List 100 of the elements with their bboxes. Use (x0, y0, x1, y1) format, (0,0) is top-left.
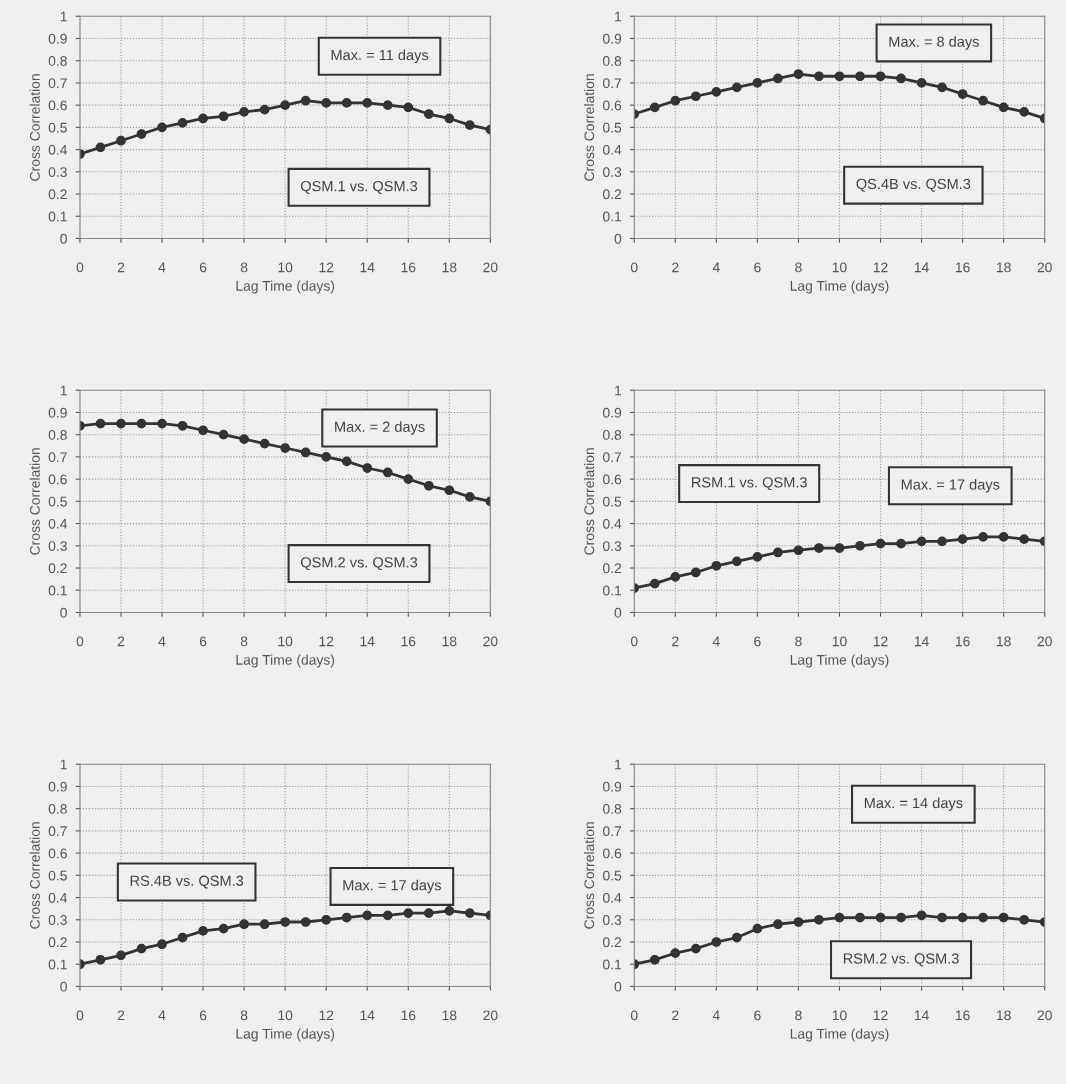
y-tick-label: 0.5 (603, 122, 622, 133)
point (855, 912, 865, 923)
point (259, 438, 270, 449)
x-tick-label: 8 (795, 262, 802, 273)
point (875, 71, 886, 82)
point (690, 567, 701, 578)
x-tick-label: 16 (401, 262, 416, 273)
point (239, 106, 249, 117)
point (341, 456, 352, 467)
point (670, 572, 681, 582)
point (1019, 534, 1030, 544)
y-tick-label: 0 (60, 981, 67, 992)
y-tick-label: 0.8 (48, 430, 67, 440)
x-tick-label: 20 (483, 1010, 498, 1021)
point (218, 923, 229, 934)
point (280, 917, 291, 927)
x-tick-label: 16 (401, 1010, 416, 1021)
y-tick-label: 0.7 (48, 826, 67, 837)
x-tick-label: 8 (240, 262, 248, 273)
point (341, 912, 352, 923)
point (157, 939, 167, 950)
point (732, 82, 742, 93)
point (916, 536, 927, 547)
y-tick-label: 0.6 (48, 100, 67, 111)
x-tick-label: 16 (401, 636, 416, 647)
y-tick-label: 0.4 (603, 892, 622, 903)
y-axis-title: Cross Correlation (29, 822, 40, 929)
y-tick-label: 0.9 (48, 781, 67, 792)
x-tick-label: 20 (1037, 636, 1052, 647)
point (464, 120, 475, 131)
point (752, 78, 763, 88)
x-tick-label: 18 (996, 1010, 1011, 1021)
x-tick-label: 12 (873, 1010, 888, 1021)
y-tick-label: 0.1 (48, 959, 67, 970)
point (198, 113, 208, 124)
x-tick-label: 4 (158, 1010, 166, 1021)
point (321, 914, 332, 925)
point (177, 932, 188, 943)
y-tick-label: 1 (615, 11, 622, 22)
x-tick-label: 12 (873, 262, 888, 273)
y-tick-label: 1 (60, 11, 67, 22)
point (136, 943, 147, 954)
point (690, 91, 701, 102)
x-tick-label: 4 (158, 636, 166, 647)
point (998, 102, 1009, 113)
y-tick-label: 0 (614, 981, 622, 992)
x-tick-label: 10 (278, 1010, 293, 1021)
y-tick-label: 0.1 (48, 211, 67, 222)
y-tick-label: 0.3 (603, 541, 622, 551)
point (711, 937, 722, 947)
point (834, 71, 845, 82)
x-tick-label: 0 (630, 636, 638, 647)
point (896, 538, 906, 549)
y-tick-label: 0.7 (603, 78, 622, 89)
x-tick-label: 0 (630, 262, 638, 273)
x-tick-label: 4 (158, 262, 166, 273)
point (362, 98, 373, 108)
y-tick-label: 0.7 (603, 826, 622, 837)
x-tick-label: 2 (672, 1010, 679, 1021)
point (957, 912, 968, 923)
x-tick-label: 0 (630, 1010, 638, 1021)
x-tick-label: 10 (832, 636, 847, 647)
y-tick-label: 0 (60, 607, 67, 618)
annotation: Max. = 17 days (901, 479, 1000, 493)
point (300, 447, 311, 458)
point (690, 943, 701, 954)
x-tick-label: 8 (795, 1010, 802, 1021)
x-tick-label: 6 (754, 636, 761, 647)
point (218, 111, 229, 122)
point (177, 420, 188, 431)
point (896, 912, 906, 923)
x-tick-label: 2 (672, 262, 679, 273)
x-tick-label: 12 (319, 1010, 334, 1021)
point (793, 545, 804, 556)
point (773, 547, 783, 558)
y-tick-label: 0.7 (48, 452, 67, 463)
y-tick-label: 0 (614, 607, 622, 618)
annotation: Max. = 8 days (889, 36, 979, 50)
point (382, 467, 393, 478)
point (280, 443, 291, 453)
y-tick-label: 1 (615, 759, 622, 770)
point (444, 906, 455, 916)
y-tick-label: 0.9 (603, 33, 622, 44)
y-tick-label: 0.2 (48, 563, 67, 574)
x-tick-label: 18 (442, 636, 457, 647)
annotation: RSM.2 vs. QSM.3 (843, 953, 959, 967)
x-tick-label: 14 (360, 262, 375, 273)
y-tick-label: 0.8 (603, 430, 622, 440)
point (793, 69, 804, 79)
point (752, 923, 763, 934)
point (752, 552, 763, 562)
x-tick-label: 14 (914, 1010, 929, 1021)
x-tick-label: 16 (955, 1010, 970, 1021)
y-tick-label: 0.9 (48, 33, 67, 44)
y-tick-label: 0.9 (603, 781, 622, 792)
point (916, 78, 927, 88)
x-tick-label: 8 (240, 636, 248, 647)
y-tick-label: 0.4 (48, 892, 68, 903)
x-tick-label: 12 (319, 636, 334, 647)
point (711, 86, 722, 97)
